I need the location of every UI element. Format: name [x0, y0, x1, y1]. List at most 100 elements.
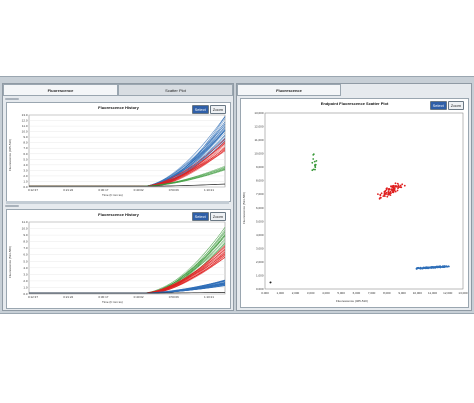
- data-point: [383, 191, 386, 193]
- x-tick-label: 3,000: [307, 291, 315, 295]
- data-point: [437, 266, 440, 269]
- x-tick-label: 7,000: [368, 291, 376, 295]
- x-tick-label: 6,000: [353, 291, 361, 295]
- chart-1-title: Fluorescence History: [98, 105, 139, 110]
- x-tick-label: 0:21:22: [63, 295, 73, 299]
- left-tabs: Fluorescence Scatter Plot: [3, 84, 233, 96]
- tab-scatter-plot[interactable]: Scatter Plot: [118, 84, 233, 96]
- chart-1-zoom-button[interactable]: Zoom: [209, 105, 226, 114]
- right-panel: Fluorescence Endpoint Fluorescence Scatt…: [236, 83, 472, 311]
- y-tick-label: 0.0: [23, 185, 28, 189]
- data-point: [377, 193, 379, 195]
- tab-fluorescence[interactable]: Fluorescence: [3, 84, 118, 96]
- data-point: [385, 188, 388, 191]
- y-tick-label: 2,000: [256, 260, 264, 264]
- y-tick-label: 11.0: [22, 124, 28, 128]
- scatter-plot-area: 0.000 1,000 2,000 3,000 4,000 5,000 6,000 7,000…: [254, 111, 468, 295]
- data-point: [399, 184, 402, 187]
- y-tick-label: 8,000: [256, 179, 264, 183]
- plot-frame: [28, 221, 226, 295]
- data-point: [445, 265, 448, 268]
- y-tick-label: 6,000: [256, 206, 264, 210]
- chart-2-select-button[interactable]: Select: [191, 212, 209, 221]
- y-tick-label: 7,000: [256, 192, 264, 196]
- x-tick-label: 0.000: [261, 291, 269, 295]
- data-point: [396, 189, 399, 192]
- scatter-select-button[interactable]: Select: [429, 101, 447, 110]
- right-tabs: Fluorescence: [237, 84, 341, 96]
- y-tick-label: 10.0: [22, 227, 28, 231]
- data-point: [400, 186, 403, 189]
- y-tick-label: 10.0: [22, 130, 28, 134]
- x-tick-label: 0:40:02: [134, 188, 144, 192]
- y-tick-label: 7.0: [23, 146, 28, 150]
- x-tick-label: 1:10:21: [204, 295, 214, 299]
- data-point: [431, 266, 434, 268]
- tab-fluorescence-right[interactable]: Fluorescence: [237, 84, 341, 96]
- data-point: [434, 266, 437, 268]
- x-tick-label: 0:30:17: [98, 188, 108, 192]
- data-point: [390, 188, 393, 190]
- x-tick-label: 0:12:37: [28, 188, 38, 192]
- data-point: [315, 160, 318, 162]
- y-tick-label: 12,000: [254, 125, 264, 129]
- data-point: [389, 194, 392, 196]
- x-tick-label: 5,000: [337, 291, 345, 295]
- left-panel: Fluorescence Scatter Plot Fluorescence H…: [2, 83, 234, 311]
- data-point: [386, 187, 388, 190]
- data-point: [314, 168, 316, 171]
- x-tick-label: 1,000: [276, 291, 284, 295]
- data-point: [420, 267, 423, 270]
- scatter-chart: Endpoint Fluorescence Scatter Plot Selec…: [240, 98, 469, 308]
- x-tick-label: 1:10:21: [204, 188, 214, 192]
- x-tick-label: 8,000: [383, 291, 391, 295]
- data-point: [397, 187, 399, 190]
- data-point: [386, 195, 389, 198]
- scatter-xlabel: Fluorescence (465-510): [336, 299, 368, 303]
- data-point: [396, 182, 399, 185]
- x-tick-label: 4,000: [322, 291, 330, 295]
- data-point: [314, 163, 317, 166]
- data-point: [389, 190, 392, 193]
- data-point: [312, 168, 315, 171]
- data-point: [424, 266, 427, 269]
- cluster-blue: [415, 265, 450, 270]
- data-point: [398, 185, 400, 188]
- chart-2-xlabel: Time (h:mm:ss): [102, 300, 123, 304]
- data-point: [378, 197, 381, 200]
- y-tick-label: 9.0: [23, 135, 28, 139]
- x-tick-label: 0:12:37: [28, 295, 38, 299]
- data-point: [311, 169, 314, 172]
- y-tick-label: 8.0: [23, 141, 28, 145]
- data-point: [391, 186, 394, 189]
- data-point: [401, 183, 404, 186]
- y-tick-label: 12.0: [22, 119, 28, 123]
- data-point: [429, 266, 432, 269]
- data-point: [380, 196, 382, 199]
- data-point: [394, 182, 397, 185]
- y-tick-label: 11.0: [22, 220, 28, 224]
- cluster-black: [269, 281, 272, 284]
- data-point: [387, 190, 390, 193]
- data-point: [394, 185, 397, 188]
- y-tick-label: 2.0: [23, 174, 28, 178]
- data-point: [312, 158, 315, 160]
- divider-bar: [6, 201, 229, 204]
- splitter-handle-2[interactable]: [5, 205, 19, 207]
- y-tick-label: 10,000: [254, 152, 264, 156]
- y-tick-label: 4.0: [23, 163, 28, 167]
- chart-2-zoom-button[interactable]: Zoom: [209, 212, 226, 221]
- data-point: [428, 266, 430, 269]
- scatter-zoom-button[interactable]: Zoom: [447, 101, 464, 110]
- data-point: [384, 192, 387, 195]
- y-tick-label: 3.0: [23, 168, 28, 172]
- curve: [29, 183, 226, 187]
- y-tick-label: 3,000: [256, 246, 264, 250]
- chart-1-select-button[interactable]: Select: [191, 105, 209, 114]
- y-tick-label: 0.0: [23, 292, 28, 296]
- chart-2-title: Fluorescence History: [98, 212, 139, 217]
- chart-1-plot: 0.0 1.02.0 3.04.0 5.06.0 7.08.0 9.010.0 11.012…: [22, 113, 226, 192]
- x-tick-label: 0:30:17: [98, 295, 108, 299]
- x-tick-label: 0:40:02: [134, 295, 144, 299]
- splitter-handle[interactable]: [5, 98, 19, 100]
